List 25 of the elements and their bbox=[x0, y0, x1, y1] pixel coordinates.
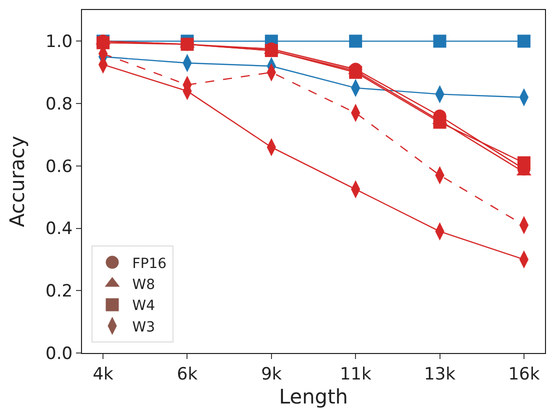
point bbox=[517, 156, 530, 170]
point bbox=[433, 34, 446, 48]
point bbox=[349, 66, 362, 79]
y-tick-label: 0.4 bbox=[46, 219, 73, 240]
y-tick-label: 0.0 bbox=[46, 344, 73, 364]
legend-label: W3 bbox=[132, 319, 156, 336]
x-tick-label: 16k bbox=[508, 364, 540, 384]
point bbox=[349, 34, 362, 48]
y-tick-label: 0.8 bbox=[46, 94, 73, 114]
legend-label: W4 bbox=[132, 298, 156, 314]
point bbox=[180, 38, 194, 51]
legend-label: W8 bbox=[132, 276, 156, 293]
y-axis-title: Accuracy bbox=[5, 136, 30, 228]
y-tick-label: 0.6 bbox=[46, 156, 73, 177]
point bbox=[433, 116, 446, 129]
x-tick-label: 4k bbox=[92, 364, 114, 384]
legend-label: FP16 bbox=[132, 256, 167, 272]
x-tick-label: 11k bbox=[340, 364, 372, 384]
y-tick-label: 0.2 bbox=[46, 282, 73, 302]
x-tick-label: 13k bbox=[424, 364, 456, 384]
point bbox=[517, 34, 530, 48]
y-tick-label: 1.0 bbox=[46, 32, 73, 52]
x-tick-label: 6k bbox=[176, 364, 198, 384]
x-axis-title: Length bbox=[279, 384, 348, 408]
x-tick-label: 9k bbox=[261, 364, 282, 384]
